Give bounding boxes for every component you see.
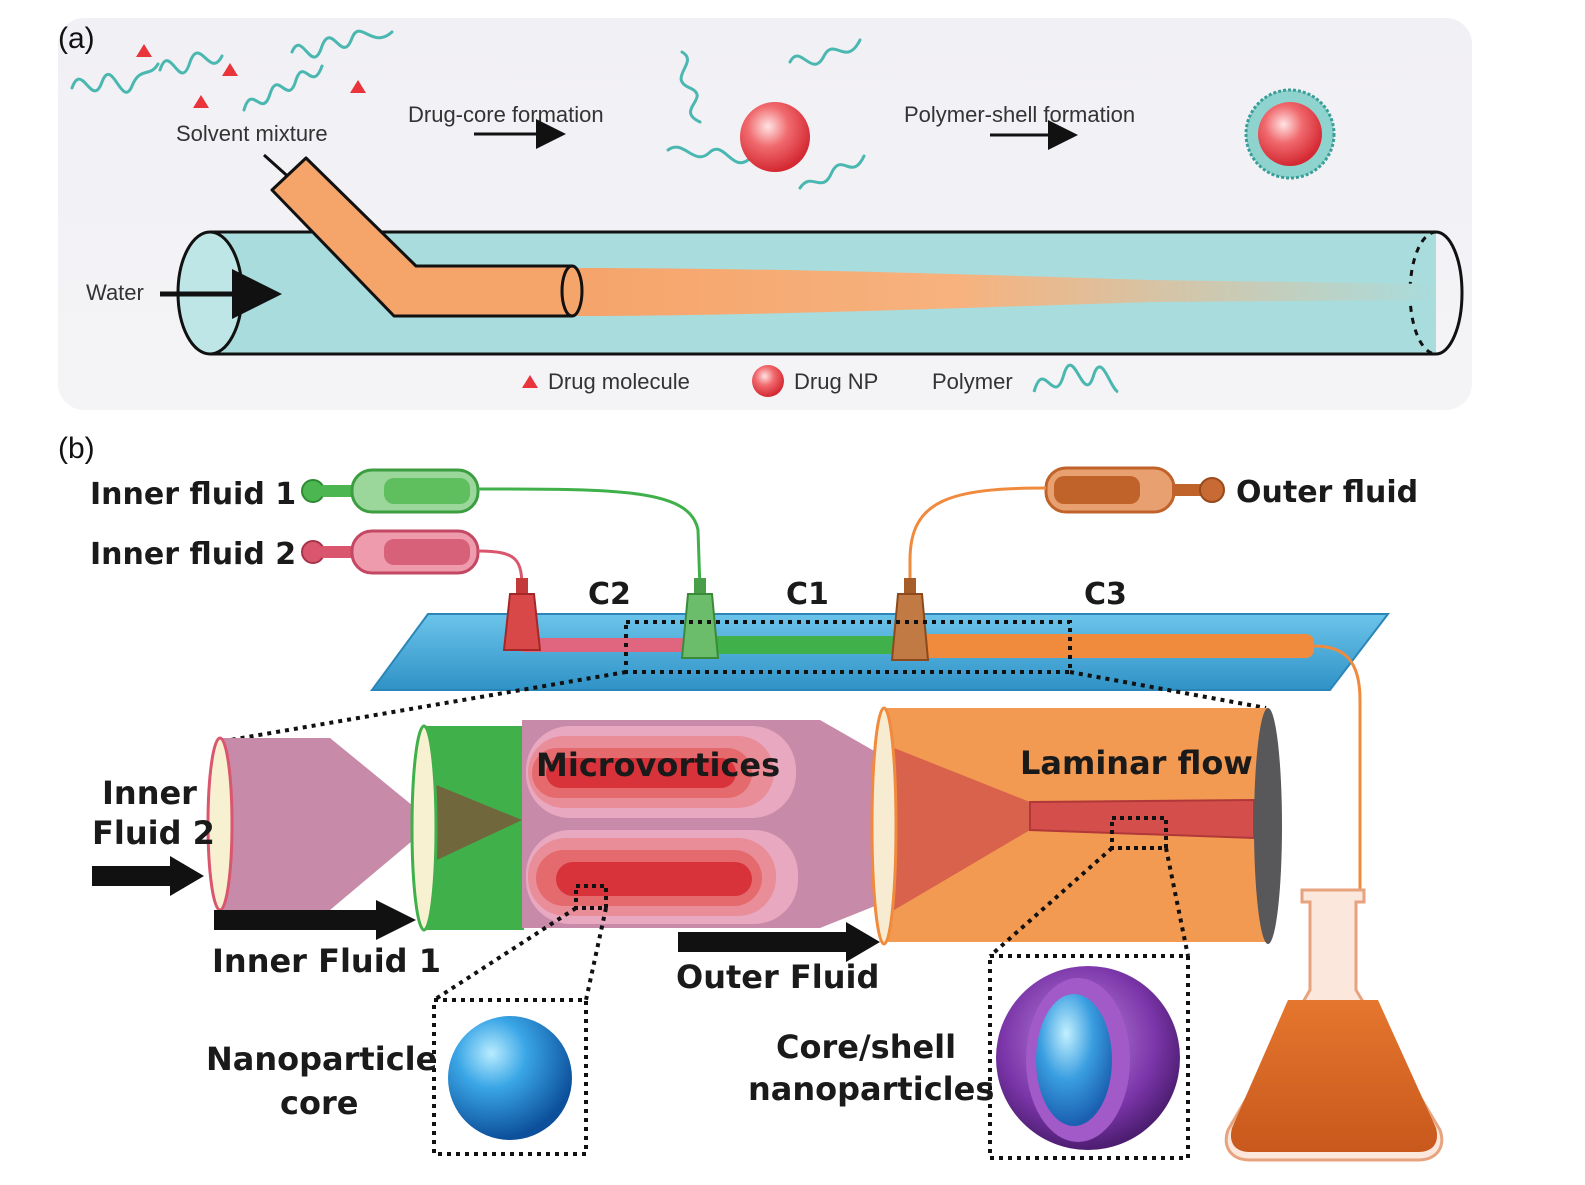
focused-stream [1029, 798, 1255, 840]
outer-fluid-inlet-arrow [678, 922, 880, 962]
inner-fluid-1-inlet-arrow [214, 900, 416, 940]
outlet-opening [1254, 708, 1282, 944]
polymer-chains-around-core [666, 38, 866, 190]
channel-c2 [522, 638, 702, 652]
channel-label-c3: C3 [1084, 577, 1127, 612]
outer-fluid-label: Outer fluid [1236, 475, 1418, 510]
inlet-opening-outer-fluid [870, 706, 898, 946]
shell-drug-core [1258, 102, 1322, 166]
inner-fluid-2-label: Inner fluid 2 [90, 537, 296, 572]
needle-inner-fluid-2 [502, 578, 542, 651]
legend-polymer-label: Polymer [932, 369, 1013, 394]
zoom-line-shell-right [1164, 847, 1190, 957]
nanoparticle-core-sphere [448, 1016, 572, 1140]
tubing-inner-fluid-2 [477, 549, 524, 591]
drug-np-core [740, 102, 810, 172]
panel-b: (b) Inner fluid 1 Inner fluid 2 Outer fl… [58, 432, 1444, 1162]
panel-a: (a) Solvent mixture Drug-core formation [58, 18, 1472, 410]
channel-label-c1: C1 [786, 577, 829, 612]
drug-molecule-icons [136, 44, 366, 108]
zoom-line-left [229, 670, 627, 742]
collection-flask [1224, 888, 1444, 1162]
needle-inner-fluid-1 [680, 578, 720, 659]
tubing-outer-fluid [908, 486, 1047, 590]
legend-drug-np-label: Drug NP [794, 369, 878, 394]
nanoparticle-core-label-line2: core [280, 1084, 358, 1122]
panel-a-tag: (a) [58, 22, 95, 55]
panel-b-tag: (b) [58, 432, 95, 465]
inner-fluid-2-inlet-arrow [92, 856, 204, 896]
zoom-box-core [432, 998, 588, 1156]
organic-stream [570, 268, 1436, 316]
polymer-shell-formation-label: Polymer-shell formation [904, 102, 1135, 127]
core-shell-label-line2: nanoparticles [748, 1070, 994, 1108]
inner-fluid-1-label: Inner fluid 1 [90, 477, 296, 512]
zoom-line-core-left [432, 906, 578, 1002]
channel-c1 [700, 636, 912, 654]
water-label: Water [86, 280, 144, 305]
microvortices-label: Microvortices [536, 746, 780, 784]
inner-fluid-1-inlet-label: Inner Fluid 1 [212, 942, 441, 980]
legend-drug-molecule-icon [522, 375, 538, 388]
laminar-flow-label: Laminar flow [1020, 744, 1253, 782]
outlet-tubing [1313, 644, 1362, 900]
injection-tube [270, 156, 584, 318]
solvent-mixture-label: Solvent mixture [176, 121, 328, 146]
syringe-inner-fluid-1 [301, 468, 480, 514]
legend-drug-np-icon [752, 365, 784, 397]
zoom-line-shell-left [988, 846, 1114, 958]
inner-fluid-2-cone [424, 780, 522, 866]
inlet-tube-inner-fluid-2 [220, 738, 418, 910]
syringe-outer-fluid [1044, 466, 1225, 514]
inner-fluid-2-inlet-label-line2: Fluid 2 [92, 814, 215, 852]
inner-fluid-2-inlet-label-line1: Inner [102, 774, 197, 812]
nanoparticle-core-label-line1: Nanoparticle [206, 1040, 437, 1078]
core-shell-inner-core [1036, 994, 1112, 1126]
needle-outer-fluid [890, 578, 930, 661]
zoom-box-shell-source [1110, 816, 1168, 850]
panel-a-legend: Drug molecule Drug NP Polymer [522, 363, 1119, 397]
zoom-line-right [1069, 670, 1267, 710]
microvortex-lower [526, 830, 798, 924]
microvortex-upper [526, 726, 796, 818]
channel-c3 [910, 634, 1314, 658]
syringe-inner-fluid-2 [301, 529, 480, 575]
zoom-box-chip [624, 620, 1072, 674]
polymer-chains-mixture [70, 29, 394, 112]
drug-core-formation-label: Drug-core formation [408, 102, 604, 127]
core-shell-label-line1: Core/shell [776, 1028, 956, 1066]
channel-label-c2: C2 [588, 577, 631, 612]
legend-polymer-icon [1032, 363, 1119, 394]
outer-fluid-inlet-label: Outer Fluid [676, 958, 879, 996]
zoom-line-core-right [584, 907, 608, 1001]
zoom-box-shell [988, 954, 1190, 1160]
legend-drug-molecule-label: Drug molecule [548, 369, 690, 394]
zoom-box-core-source [574, 884, 608, 910]
inlet-opening-inner-fluid-1 [410, 724, 438, 932]
tubing-inner-fluid-1 [477, 487, 702, 591]
